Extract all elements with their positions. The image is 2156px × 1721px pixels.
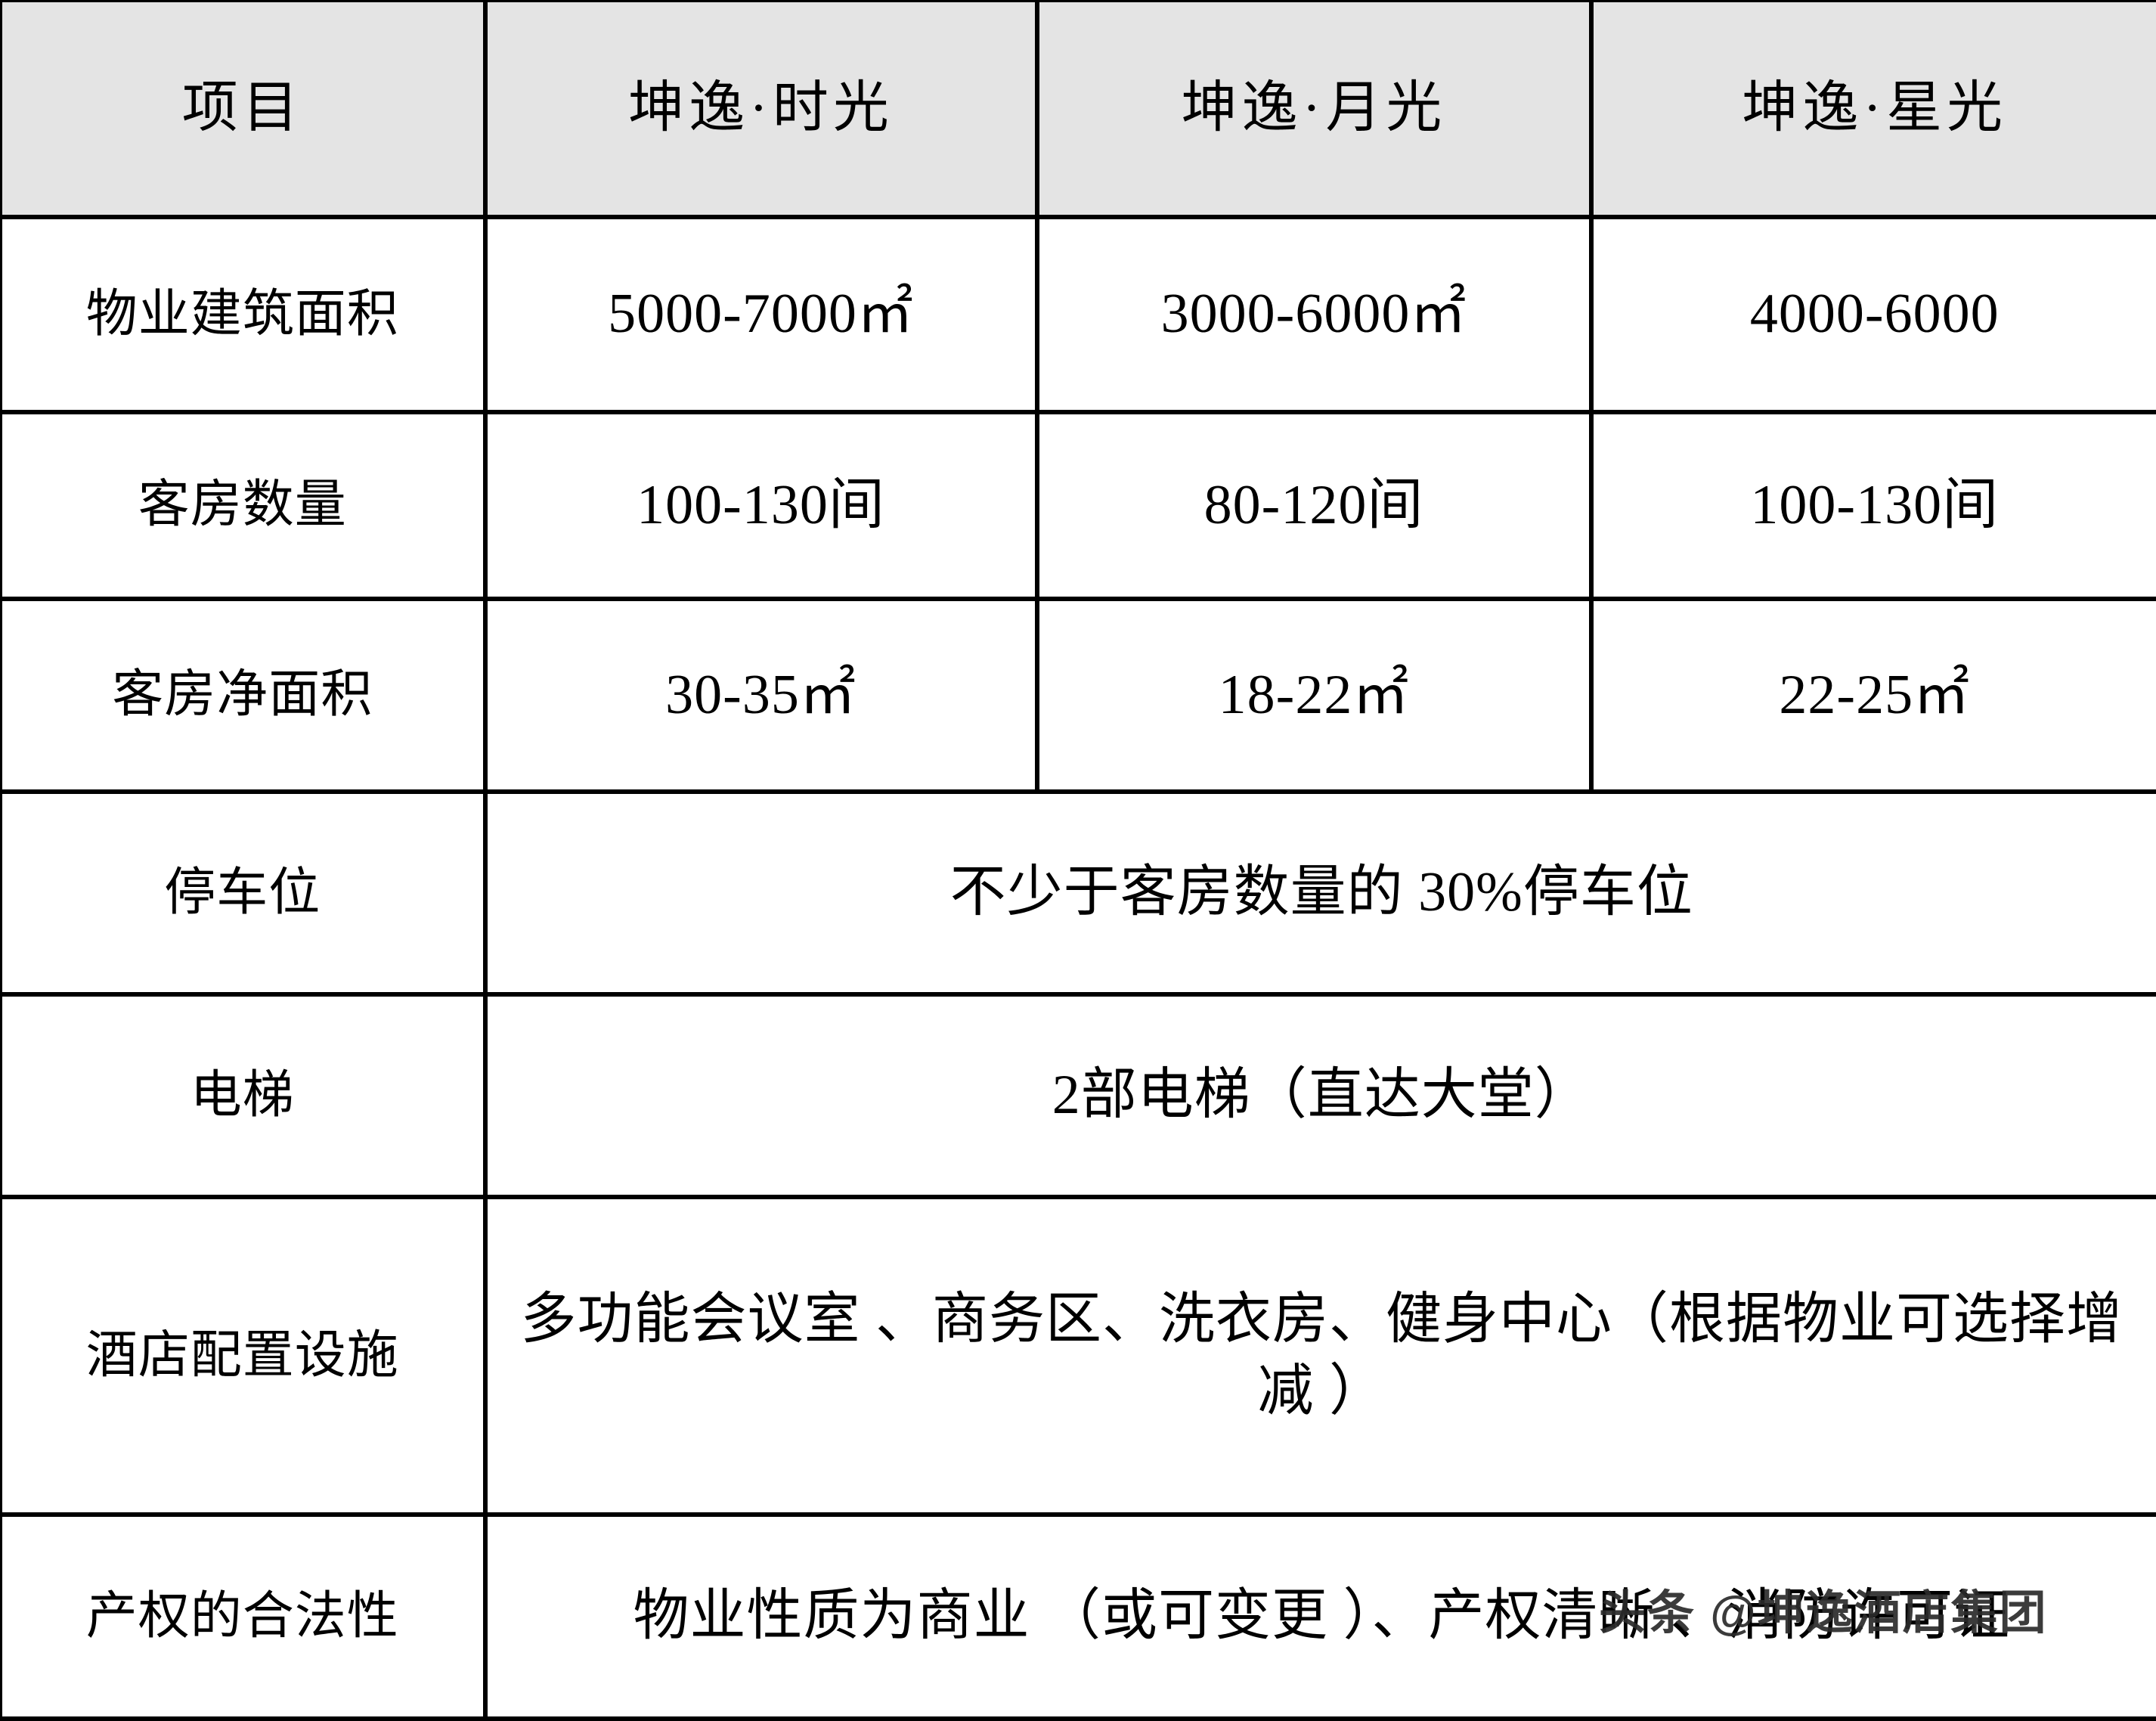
cell-room-net-area-shiguang: 30-35㎡ [485,599,1037,792]
cell-building-area-yueguang: 3000-6000㎡ [1037,217,1591,412]
cell-room-count-shiguang: 100-130间 [485,412,1037,599]
column-header-xingguang: 坤逸·星光 [1591,2,2156,217]
header-row: 项目 坤逸·时光 坤逸·月光 坤逸·星光 [2,2,2156,217]
column-header-yueguang: 坤逸·月光 [1037,2,1591,217]
cell-room-count-yueguang: 80-120间 [1037,412,1591,599]
cell-room-net-area-xingguang: 22-25㎡ [1591,599,2156,792]
table-row: 电梯 2部电梯（直达大堂） [2,994,2156,1197]
row-label-room-count: 客房数量 [2,412,485,599]
table-row: 物业建筑面积 5000-7000㎡ 3000-6000㎡ 4000-6000 [2,217,2156,412]
value-text: 5000-7000㎡ [608,283,914,345]
value-text: 3000-6000㎡ [1161,283,1467,345]
column-header-item: 项目 [2,2,485,217]
cell-building-area-xingguang: 4000-6000 [1591,217,2156,412]
table-row: 客房数量 100-130间 80-120间 100-130间 [2,412,2156,599]
row-label-facilities: 酒店配置设施 [2,1197,485,1515]
cell-ownership-legality-merged: 物业性质为商业 （或可变更 ）、产权清晰 、消防许可证 [485,1515,2156,1719]
cell-elevator-merged: 2部电梯（直达大堂） [485,994,2156,1197]
cell-parking-merged: 不少于客房数量的 30%停车位 [485,792,2156,994]
value-text: 4000-6000 [1750,283,2000,345]
value-text: 30-35㎡ [665,664,857,726]
table-body: 物业建筑面积 5000-7000㎡ 3000-6000㎡ 4000-6000 客… [2,217,2156,1719]
table-row: 停车位 不少于客房数量的 30%停车位 [2,792,2156,994]
row-label-ownership-legality: 产权的合法性 [2,1515,485,1719]
table-row: 客房净面积 30-35㎡ 18-22㎡ 22-25㎡ [2,599,2156,792]
table-row: 产权的合法性 物业性质为商业 （或可变更 ）、产权清晰 、消防许可证 [2,1515,2156,1719]
column-header-shiguang: 坤逸·时光 [485,2,1037,217]
cell-room-net-area-yueguang: 18-22㎡ [1037,599,1591,792]
row-label-room-net-area: 客房净面积 [2,599,485,792]
row-label-parking: 停车位 [2,792,485,994]
table-row: 酒店配置设施 多功能会议室 、商务区、洗衣房、健身中心（根据物业可选择增减 ） [2,1197,2156,1515]
value-text: 22-25㎡ [1779,664,1970,726]
table-header: 项目 坤逸·时光 坤逸·月光 坤逸·星光 [2,2,2156,217]
value-text: 18-22㎡ [1219,664,1410,726]
row-label-elevator: 电梯 [2,994,485,1197]
cell-building-area-shiguang: 5000-7000㎡ [485,217,1037,412]
cell-facilities-merged: 多功能会议室 、商务区、洗衣房、健身中心（根据物业可选择增减 ） [485,1197,2156,1515]
row-label-building-area: 物业建筑面积 [2,217,485,412]
cell-room-count-xingguang: 100-130间 [1591,412,2156,599]
